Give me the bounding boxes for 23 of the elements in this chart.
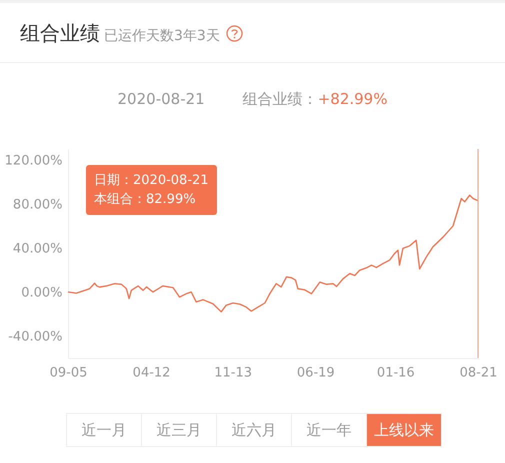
y-tick-label: 120.00% bbox=[4, 154, 62, 168]
y-tick-label: 40.00% bbox=[12, 242, 62, 256]
x-tick-label: 09-05 bbox=[50, 366, 88, 380]
text: 组合业绩： bbox=[242, 90, 318, 108]
text: 近六月 bbox=[217, 414, 292, 446]
x-tick-label: 11-13 bbox=[214, 366, 252, 380]
chart-title: 组合业绩 bbox=[20, 21, 100, 45]
chart-subtitle: 已运作天数3年3天 bbox=[104, 28, 220, 44]
x-tick-label: 08-21 bbox=[460, 366, 498, 380]
text: 近一年 bbox=[292, 414, 367, 446]
text: 近一月 bbox=[67, 414, 142, 446]
text: 上线以来 bbox=[367, 414, 441, 446]
y-tick-label: 80.00% bbox=[12, 198, 62, 212]
annotation: 日期：2020-08-21 bbox=[94, 172, 209, 190]
text: 近三月 bbox=[142, 414, 217, 446]
text: 2020-08-21 bbox=[118, 90, 205, 108]
x-tick-label: 04-12 bbox=[132, 366, 170, 380]
y-tick-label: -40.00% bbox=[8, 330, 62, 344]
x-tick-label: 01-16 bbox=[376, 366, 415, 380]
x-tick-label: 06-19 bbox=[296, 366, 335, 380]
y-tick-label: 0.00% bbox=[21, 286, 62, 300]
text: +82.99% bbox=[318, 90, 388, 108]
annotation: 本组合：82.99% bbox=[94, 191, 197, 209]
